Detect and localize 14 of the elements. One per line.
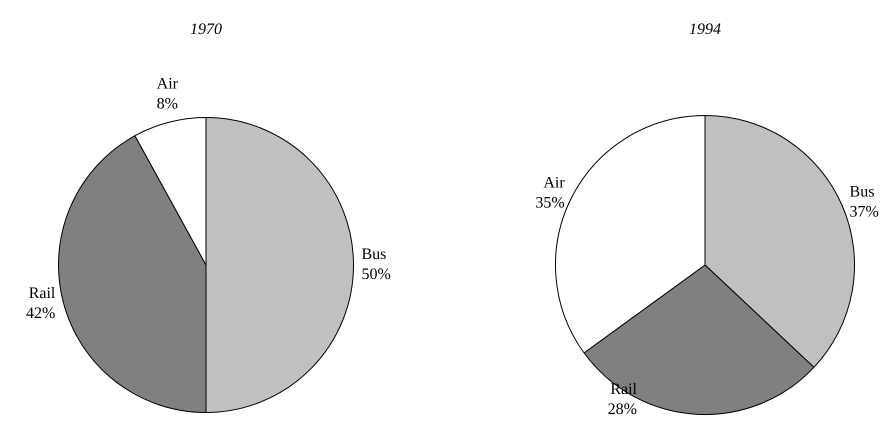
slice-label: Bus <box>850 184 874 201</box>
data-label: 50% <box>362 266 391 284</box>
data-label: 28% <box>608 401 637 418</box>
slice-label: Rail <box>28 284 56 302</box>
slice-label: Air <box>156 76 179 93</box>
data-label: 37% <box>850 204 879 221</box>
slice-label: Air <box>543 174 566 192</box>
data-label: 42% <box>26 304 56 322</box>
data-label: 35% <box>535 194 565 212</box>
slice-label: Bus <box>362 246 386 264</box>
chart-title: 1970 <box>190 21 222 38</box>
slice-label: Rail <box>610 381 638 398</box>
chart-title: 1994 <box>689 21 721 38</box>
data-label: 8% <box>156 96 178 113</box>
